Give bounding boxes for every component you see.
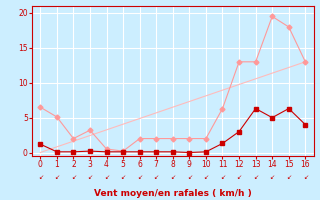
X-axis label: Vent moyen/en rafales ( km/h ): Vent moyen/en rafales ( km/h ) [94,189,252,198]
